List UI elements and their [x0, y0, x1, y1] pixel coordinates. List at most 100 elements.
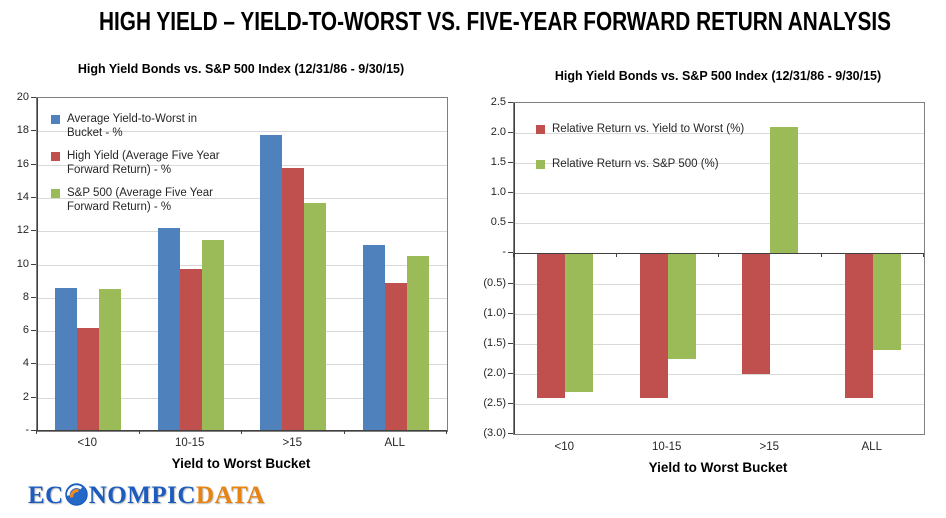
y-axis-tick: [508, 402, 513, 404]
bar-s2-c2: [304, 202, 327, 431]
y-axis-tick: [31, 396, 36, 398]
gridline: [514, 223, 924, 225]
gridline: [37, 131, 447, 133]
x-axis-title: Yield to Worst Bucket: [648, 460, 788, 475]
bar-s1-c3: [384, 282, 407, 431]
gridline: [514, 193, 924, 195]
x-axis-tick: [446, 430, 447, 434]
gridline: [514, 343, 924, 345]
x-axis-tick: [138, 430, 140, 434]
bar-s0-c0: [537, 253, 566, 398]
legend-swatch: [536, 125, 545, 134]
y-tick-label: 1.5: [490, 156, 506, 169]
legend-item-0: Relative Return vs. Yield to Worst (%): [536, 122, 744, 136]
bar-s1-c1: [179, 269, 202, 431]
y-axis-tick: [31, 130, 36, 132]
y-axis-tick: [508, 282, 513, 284]
legend-item-1: Relative Return vs. S&P 500 (%): [536, 157, 744, 171]
logo-text-data: DATA: [195, 482, 266, 509]
y-tick-label: 16: [16, 157, 29, 170]
chart-title: High Yield Bonds vs. S&P 500 Index (12/3…: [554, 69, 882, 83]
bar-s2-c3: [406, 256, 429, 431]
y-tick-label: 2: [22, 390, 29, 403]
y-axis-tick: [31, 97, 36, 98]
y-axis-tick: [508, 252, 513, 254]
bar-s1-c0: [565, 253, 594, 392]
y-tick-label: (2.0): [483, 366, 506, 379]
y-tick-label: 4: [22, 357, 29, 370]
gridline: [37, 164, 447, 166]
legend-swatch: [536, 160, 545, 170]
legend-item-2: S&P 500 (Average Five Year Forward Retur…: [51, 186, 235, 214]
x-axis-tick: [36, 430, 37, 434]
legend-label: Relative Return vs. Yield to Worst (%): [552, 123, 745, 135]
bar-s1-c0: [77, 327, 100, 431]
gridline: [514, 373, 924, 375]
y-tick-label: (2.5): [483, 396, 506, 409]
x-category-label: ALL: [384, 437, 405, 449]
legend-swatch: [51, 115, 60, 124]
logo-text-nompic: NOMPIC: [88, 482, 196, 509]
bar-s0-c2: [260, 134, 283, 431]
y-axis-tick: [508, 312, 513, 314]
y-tick-label: 20: [16, 91, 29, 103]
gridline: [514, 403, 924, 405]
x-axis-tick: [241, 430, 242, 434]
gridline: [37, 397, 447, 399]
legend-item-0: Average Yield-to-Worst in Bucket - %: [51, 112, 235, 140]
bar-s1-c3: [872, 253, 901, 350]
y-axis-tick: [508, 222, 513, 224]
x-category-label: 10-15: [175, 437, 205, 449]
y-axis-line: [514, 103, 515, 434]
y-axis-tick: [508, 372, 513, 374]
bar-s0-c1: [157, 227, 180, 431]
y-axis-tick: [31, 296, 36, 298]
gridline: [514, 163, 924, 165]
y-axis-tick: [31, 196, 36, 198]
logo-text-ec: EC: [28, 482, 64, 509]
plot-area: Average Yield-to-Worst in Bucket - % High…: [36, 97, 448, 432]
gridline: [37, 364, 447, 366]
plot-area: Relative Return vs. Yield to Worst (%) Re…: [513, 102, 925, 435]
legend-item-1: High Yield (Average Five Year Forward Re…: [51, 149, 235, 177]
left-chart: High Yield Bonds vs. S&P 500 Index (12/3…: [0, 58, 472, 498]
econompic-logo: EC NOMPICDATA: [28, 482, 265, 510]
gridline: [37, 297, 447, 299]
bar-s0-c2: [742, 253, 771, 374]
x-axis-tick: [615, 253, 617, 258]
x-axis-line: [37, 430, 447, 431]
main-title-text: HIGH YIELD – YIELD-TO-WORST VS. FIVE-YEA…: [99, 6, 892, 36]
legend: Relative Return vs. Yield to Worst (%) Re…: [536, 122, 744, 192]
gridline: [514, 133, 924, 135]
y-axis-tick: [31, 330, 36, 332]
x-axis-tick: [923, 253, 924, 258]
x-axis-tick: [820, 253, 822, 258]
bar-s2-c1: [201, 239, 224, 431]
y-tick-label: (1.5): [483, 336, 506, 349]
legend-swatch: [51, 189, 60, 199]
y-axis-tick: [508, 162, 513, 164]
y-axis-tick: [31, 430, 36, 431]
y-tick-label: (3.0): [483, 427, 506, 439]
right-chart: High Yield Bonds vs. S&P 500 Index (12/3…: [478, 58, 946, 498]
legend-label: S&P 500 (Average Five Year Forward Retur…: [67, 187, 213, 214]
y-tick-label: -: [502, 246, 506, 259]
y-axis-tick: [31, 230, 36, 232]
y-tick-label: 0.5: [490, 216, 506, 229]
x-axis-line: [514, 253, 924, 255]
legend-label: Relative Return vs. S&P 500 (%): [552, 158, 719, 171]
x-category-label: >15: [759, 441, 779, 453]
x-axis-title: Yield to Worst Bucket: [171, 456, 311, 471]
y-tick-label: (0.5): [483, 276, 506, 289]
y-tick-label: 18: [16, 124, 29, 137]
y-tick-label: 14: [16, 190, 29, 203]
bar-s1-c2: [770, 127, 799, 254]
chart-title: High Yield Bonds vs. S&P 500 Index (12/3…: [77, 62, 405, 76]
bar-s0-c3: [362, 244, 385, 431]
gridline: [37, 231, 447, 233]
x-category-label: ALL: [861, 441, 882, 453]
y-axis-tick: [31, 363, 36, 365]
globe-icon: [65, 483, 88, 506]
gridline: [37, 197, 447, 199]
